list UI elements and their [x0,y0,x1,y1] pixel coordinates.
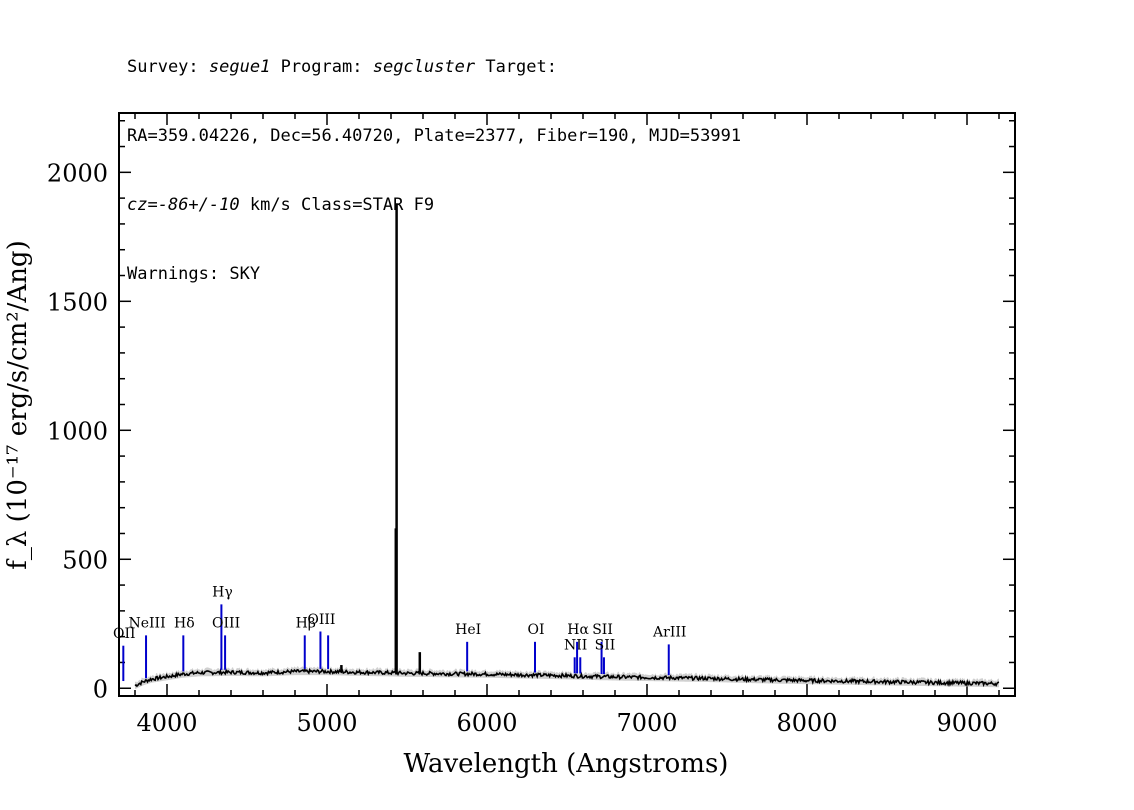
emission-line-label: OIII [212,616,240,632]
y-tick-label: 0 [93,675,108,703]
cz-label: cz= [127,195,158,215]
emission-line-label: Hα [567,622,589,638]
emission-line-label: OII [113,626,136,642]
spectrum-line [134,667,1000,688]
program-label: Program: [280,57,363,77]
x-tick-label: 7000 [616,709,677,737]
emission-line-label: SII [595,638,616,654]
emission-line-label: OI [527,622,544,638]
x-axis-label: Wavelength (Angstroms) [404,749,729,779]
header-line-3: cz=-86+/-10 km/s Class=STAR F9 [127,194,741,217]
emission-line-label: Hβ [296,616,316,632]
header-line-1: Survey: segue1 Program: segcluster Targe… [127,56,741,79]
emission-line-label: Hδ [174,616,195,632]
target-label: Target: [485,57,557,77]
emission-line-label: SII [592,622,613,638]
emission-line-label: NII [564,638,587,654]
emission-line-label: Hγ [212,585,233,601]
cz-value: -86+/-10 [157,195,240,215]
program-value: segcluster [372,57,476,77]
x-tick-label: 5000 [296,709,357,737]
y-tick-label: 2000 [47,159,108,187]
y-tick-label: 1000 [47,417,108,445]
x-tick-label: 9000 [936,709,997,737]
y-axis-label: f_λ (10⁻¹⁷ erg/s/cm²/Ang) [3,240,33,569]
x-tick-label: 6000 [456,709,517,737]
emission-line-label: ArIII [652,625,686,641]
survey-value: segue1 [208,57,271,77]
spectrum-group [134,203,1000,690]
y-tick-label: 500 [62,546,108,574]
axes-frame-group: 4000 5000 6000 7000 8000 9000 0 500 1000 1500 2000 [47,112,1016,737]
emission-line-label: NeIII [128,616,165,632]
x-tick-label: 4000 [136,709,197,737]
x-tick-label: 8000 [776,709,837,737]
plot-frame [118,112,1016,697]
header-line-4: Warnings: SKY [127,264,261,284]
survey-label: Survey: [127,57,199,77]
emission-line-label: HeI [455,622,481,638]
emission-line-label: OIII [307,612,335,628]
y-tick-label: 1500 [47,288,108,316]
header-line-2: RA=359.04226, Dec=56.40720, Plate=2377, … [127,126,742,146]
axis-labels-group: Wavelength (Angstroms) f_λ (10⁻¹⁷ erg/s/… [3,240,728,779]
cz-rest: km/s Class=STAR F9 [239,195,435,215]
spectrum-header: Survey: segue1 Program: segcluster Targe… [127,10,741,309]
